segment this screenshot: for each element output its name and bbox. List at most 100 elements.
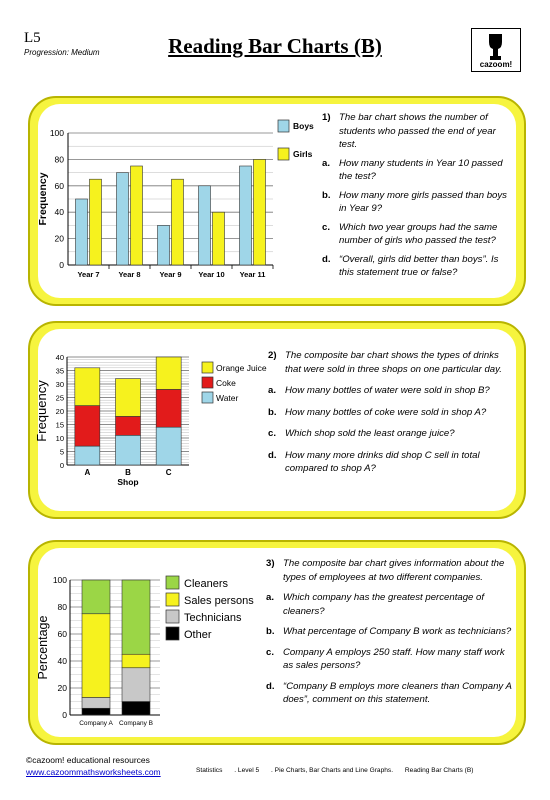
y-tick-label: 0 [62,710,67,720]
question-part: c. Which shop sold the least orange juice… [268,427,514,441]
bar-boys [157,225,170,266]
legend-label: Water [216,393,239,403]
question-number: 2) [268,350,277,361]
composite-bar-chart-employees: 0 20 40 60 80 100 Company A Company B Percentage… [36,575,254,727]
question-part-text: Company A employs 250 staff. How many st… [283,646,505,672]
x-axis-label: Shop [117,477,138,487]
question-part-letter: d. [268,449,277,461]
x-tick-label: Year 8 [118,270,140,279]
page-title: Reading Bar Charts (B) [168,34,382,58]
question-part: b. What percentage of Company B work as t… [266,625,512,639]
y-tick-label: 100 [50,128,64,138]
legend-swatch [165,575,180,590]
question-part: b. How many more girls passed than boys i… [322,189,508,216]
x-tick-label: C [166,468,172,477]
bar-boys [198,185,211,266]
question-panel-3 [28,540,526,745]
x-tick-label: Year 10 [198,270,224,279]
trophy-icon [489,34,502,60]
y-tick-label: 0 [59,260,64,270]
bar-segment-sales-persons [81,613,111,698]
bar-girls [212,211,225,266]
question-intro-text: The composite bar chart gives informatio… [283,558,505,583]
legend-swatch [277,119,290,133]
cazoom-logo: cazoom! [471,28,521,72]
question-part-text: “Overall, girls did better than boys”. I… [339,253,499,279]
y-tick-label: 40 [58,656,68,666]
question-part: c. Company A employs 250 staff. How many … [266,646,512,673]
question-intro-text: The composite bar chart shows the types … [285,350,502,375]
question-part-text: Which shop sold the least orange juice? [285,428,455,439]
x-tick-label: Year 9 [159,270,181,279]
bar-segment-other [121,701,151,716]
bar-segment-technicians [81,697,111,709]
question-part-text: “Company B employs more cleaners than Co… [283,680,512,706]
legend-swatch [201,361,214,374]
footer-meta-item: . Level 5 [234,767,260,774]
legend-swatch [165,592,180,607]
bar-segment-orange-juice [115,378,141,417]
question-number: 1) [322,112,331,123]
footer-copyright: ©cazoom! educational resources [26,755,150,765]
question-part-letter: a. [322,157,331,169]
question-1: 1) The bar chart shows the number of stud… [322,111,508,285]
y-tick-label: 20 [56,407,64,416]
bar-segment-water [74,445,101,466]
bar-girls [171,178,184,266]
question-part-letter: d. [322,253,331,265]
bar-segment-water [115,435,141,466]
question-intro: 2) The composite bar chart shows the type… [268,349,514,376]
bar-segment-coke [155,389,182,428]
question-part-letter: b. [268,406,277,418]
y-tick-label: 100 [53,575,67,585]
y-tick-label: 40 [56,353,64,362]
legend-swatch [201,391,214,404]
y-tick-label: 5 [60,448,64,457]
x-tick-label: Company B [119,720,153,727]
x-tick-label: Year 11 [240,270,266,279]
legend-swatch [165,626,180,641]
bar-segment-other [81,707,111,716]
footer-meta-item: . Pie Charts, Bar Charts and Line Graphs… [271,767,394,774]
y-tick-label: 10 [56,434,64,443]
question-part-letter: c. [266,646,275,658]
question-part: b. How many bottles of coke were sold in … [268,406,514,420]
question-part-letter: c. [322,221,331,233]
footer-meta-item: Reading Bar Charts (B) [404,767,474,774]
y-tick-label: 20 [58,683,68,693]
bar-boys [116,172,129,266]
x-tick-label: Company A [79,720,113,727]
footer-meta-item: Statistics [196,767,223,774]
legend-label: Sales persons [184,595,254,607]
question-part-text: How many bottles of coke were sold in sh… [285,406,487,418]
question-part: a. How many bottles of water were sold in… [268,384,514,398]
y-axis-label: Frequency [37,172,49,225]
x-tick-label: B [125,468,131,477]
x-tick-label: A [84,468,90,477]
y-tick-label: 30 [56,380,64,389]
question-part-letter: b. [322,189,331,201]
question-part-text: Which company has the greatest percentag… [283,592,485,617]
legend-label: Other [184,629,212,641]
question-part: d. “Company B employs more cleaners than … [266,680,512,707]
composite-bar-chart-drinks: 0 5 10 15 20 25 30 35 40 A B C Shop Frequency Orange J… [34,353,267,487]
y-axis-label: Percentage [36,615,50,679]
legend-label: Orange Juice [216,363,267,373]
legend-label: Cleaners [184,578,229,590]
question-part-text: How many students in Year 10 passed the … [339,157,503,183]
legend-swatch [165,609,180,624]
question-3: 3) The composite bar chart gives informat… [266,557,512,714]
legend-label: Technicians [184,612,242,624]
bar-segment-orange-juice [155,356,182,390]
question-part: a. How many students in Year 10 passed th… [322,157,508,184]
bar-girls [89,178,102,266]
question-part: a. Which company has the greatest percent… [266,591,512,618]
question-2: 2) The composite bar chart shows the type… [268,349,514,484]
question-number: 3) [266,558,275,569]
legend-label: Boys [293,121,314,131]
x-tick-label: Year 7 [77,270,99,279]
footer-website-link[interactable]: www.cazoommathsworksheets.com [26,767,161,777]
bar-chart-students: 0 20 40 60 80 100 Year 7 Year 8 Year 9 Year 10 Yea… [37,119,314,279]
y-tick-label: 25 [56,394,64,403]
question-part: d. How many more drinks did shop C sell i… [268,449,514,476]
